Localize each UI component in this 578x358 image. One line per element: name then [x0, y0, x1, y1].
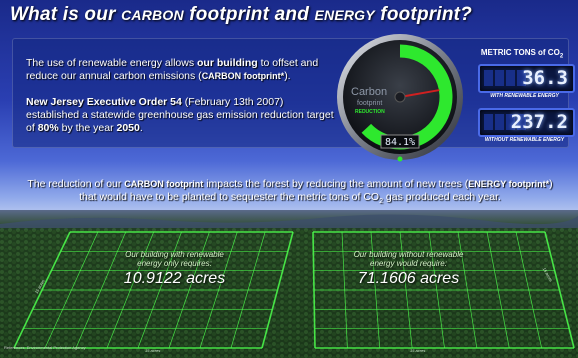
text: gas produced each year. [383, 191, 501, 203]
plot-grid-without-renewable [312, 231, 575, 349]
text: The use of renewable energy allows [26, 57, 198, 69]
text-bold: ENERGY footprint* [468, 179, 550, 189]
title-part: What is our [10, 4, 122, 25]
carbon-reduction-gauge: Carbon footprint REDUCTION 84.1% [335, 32, 465, 162]
gauge-readout-box [380, 134, 420, 149]
text-sub: 2 [559, 53, 564, 60]
gauge-label-reduction: REDUCTION [355, 109, 385, 115]
title-part: footprint and [183, 4, 315, 25]
text: to offset and reduce our annual carbon e… [26, 57, 319, 82]
gauge-indicator-light [397, 156, 403, 162]
text: . [139, 122, 143, 134]
forest-grid-illustration [0, 210, 578, 358]
plot-requires-text: Our building with renewable energy only … [125, 250, 224, 268]
text: METRIC TONS of CO [480, 48, 560, 57]
gauge-label-footprint: footprint [357, 100, 382, 107]
lcd-unlit-segments [484, 114, 528, 130]
info-panel [12, 38, 569, 148]
title-energy: ENERGY [314, 7, 375, 23]
page-title: What is our CARBON footprint and ENERGY … [10, 4, 472, 26]
plot-without-renewable-label: Our building without renewable energy wo… [346, 250, 471, 288]
references-note: References: Environmental Protection Age… [4, 345, 86, 350]
text-bold: 2050 [116, 122, 140, 134]
gauge-readout: 84.1% [385, 137, 415, 148]
text: (February 13th 2007) established a state… [26, 96, 334, 134]
co2-with-renewable-display: 36.3 [478, 64, 575, 93]
plot-bottom-label: 15 acres [410, 348, 426, 353]
title-carbon: CARBON [121, 7, 184, 23]
text-bold: our building [197, 57, 258, 69]
gauge-hub [394, 91, 406, 103]
co2-with-renewable-value: 36.3 [522, 67, 568, 89]
text-sub: 2 [379, 198, 383, 206]
text-bold: New Jersey Executive Order 54 [26, 96, 182, 108]
co2-with-renewable-caption: WITH RENEWABLE ENERGY [490, 93, 559, 99]
co2-without-renewable-caption: WITHOUT RENEWABLE ENERGY [484, 137, 565, 143]
lcd-unlit-segments [484, 70, 528, 86]
text-bold: CARBON footprint* [201, 71, 285, 81]
forest-explanation: The reduction of our CARBON footprint im… [20, 178, 560, 208]
plot-grid-with-renewable [13, 231, 294, 349]
plot-bottom-label: 15 acres [145, 348, 161, 353]
text: ) that would have to be planted to seque… [79, 178, 553, 203]
text: impacts the forest by reducing the amoun… [203, 178, 469, 190]
plot-requires-text: Our building without renewable energy wo… [353, 250, 464, 268]
plot-acres-value: 71.1606 acres [357, 270, 460, 287]
mountain-ridge [0, 214, 578, 230]
text: ). [284, 70, 291, 82]
gauge-label-carbon: Carbon [351, 86, 387, 98]
co2-without-renewable-display: 237.2 [478, 108, 575, 137]
text-bold: CARBON footprint [124, 179, 204, 189]
executive-order-paragraph: New Jersey Executive Order 54 (February … [26, 96, 336, 135]
plot-acres-value: 10.9122 acres [123, 270, 226, 287]
intro-paragraph: The use of renewable energy allows our b… [26, 57, 326, 83]
metric-tons-heading: METRIC TONS of CO2 [472, 48, 572, 60]
text: by the year [58, 122, 117, 134]
gauge-needle [399, 89, 440, 98]
title-part: footprint? [374, 4, 472, 25]
text-bold: 80% [37, 122, 59, 134]
co2-without-renewable-value: 237.2 [510, 111, 568, 133]
text: The reduction of our [27, 178, 125, 190]
plot-with-renewable-label: Our building with renewable energy only … [112, 250, 237, 288]
